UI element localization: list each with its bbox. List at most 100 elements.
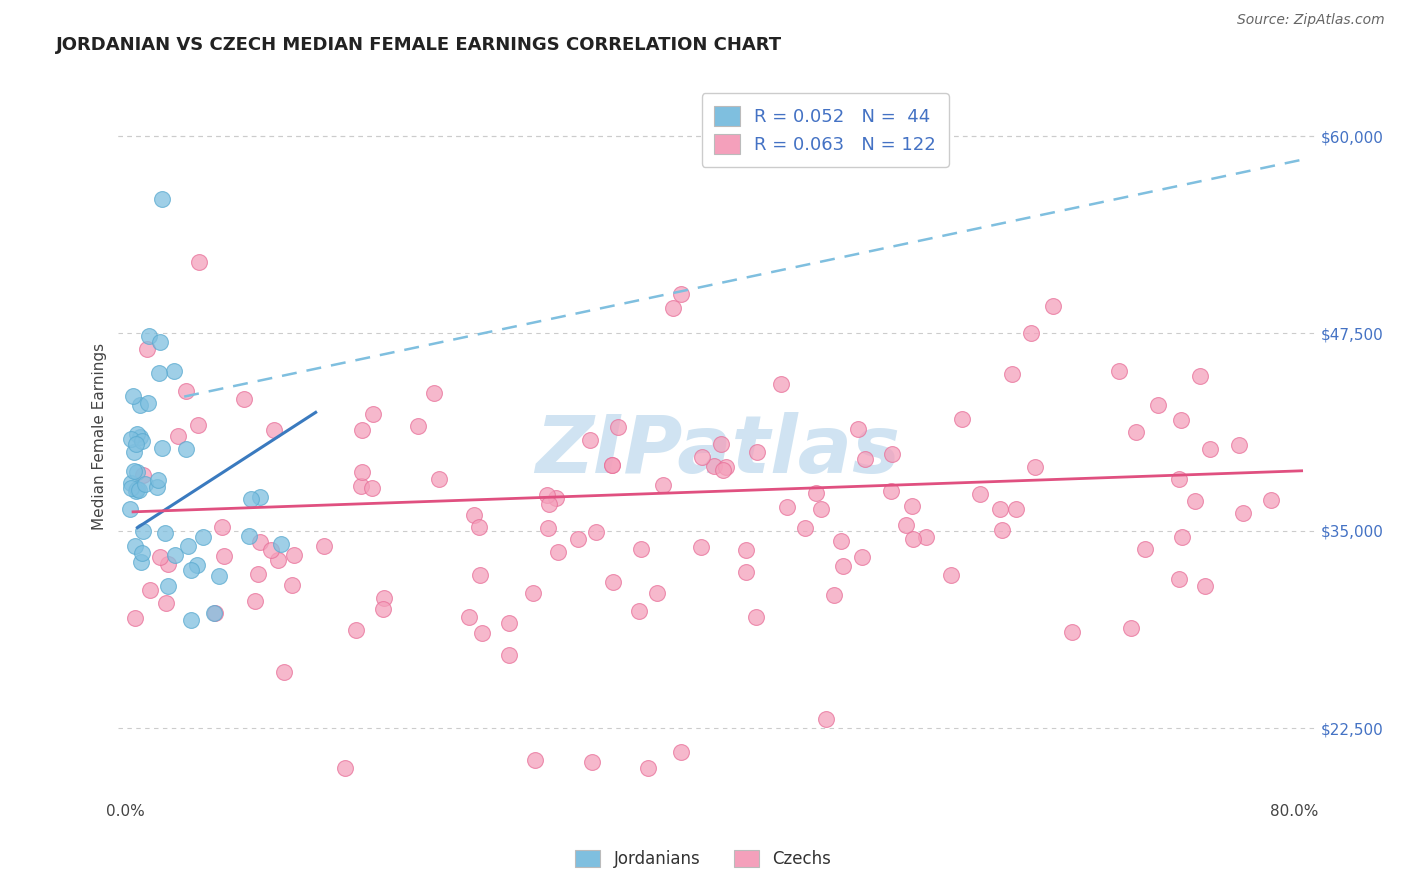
Point [1108, 364, 1130, 378]
Point [204, 606, 226, 620]
Point [523, 753, 546, 767]
Legend: Jordanians, Czechs: Jordanians, Czechs [568, 843, 838, 875]
Point [211, 520, 233, 534]
Point [1170, 413, 1192, 427]
Point [585, 524, 607, 539]
Point [124, 611, 146, 625]
Point [810, 501, 832, 516]
Point [547, 545, 569, 559]
Point [124, 539, 146, 553]
Point [690, 540, 713, 554]
Point [735, 565, 758, 579]
Point [536, 488, 558, 502]
Point [846, 421, 869, 435]
Y-axis label: Median Female Earnings: Median Female Earnings [93, 343, 107, 530]
Point [122, 464, 145, 478]
Point [131, 434, 153, 449]
Point [125, 482, 148, 496]
Point [423, 385, 446, 400]
Point [939, 568, 962, 582]
Point [1060, 625, 1083, 640]
Point [167, 429, 190, 443]
Point [627, 604, 650, 618]
Point [823, 588, 845, 602]
Point [333, 761, 356, 775]
Point [249, 534, 271, 549]
Point [361, 481, 384, 495]
Point [600, 458, 623, 472]
Point [146, 480, 169, 494]
Point [1260, 493, 1282, 508]
Point [1184, 494, 1206, 508]
Point [630, 541, 652, 556]
Point [458, 609, 481, 624]
Point [579, 434, 602, 448]
Point [804, 486, 827, 500]
Point [267, 552, 290, 566]
Point [177, 539, 200, 553]
Point [131, 546, 153, 560]
Point [468, 519, 491, 533]
Point [149, 334, 172, 349]
Point [471, 626, 494, 640]
Point [745, 445, 768, 459]
Point [602, 575, 624, 590]
Point [155, 596, 177, 610]
Point [1042, 299, 1064, 313]
Point [238, 528, 260, 542]
Point [246, 566, 269, 581]
Point [273, 665, 295, 680]
Point [128, 483, 150, 498]
Point [352, 465, 374, 479]
Point [373, 602, 395, 616]
Point [157, 557, 180, 571]
Point [153, 525, 176, 540]
Point [283, 548, 305, 562]
Point [600, 458, 623, 473]
Point [180, 613, 202, 627]
Point [661, 301, 683, 315]
Point [645, 586, 668, 600]
Point [914, 530, 936, 544]
Point [270, 537, 292, 551]
Point [148, 366, 170, 380]
Point [162, 364, 184, 378]
Point [212, 549, 235, 564]
Point [187, 417, 209, 432]
Point [150, 192, 173, 206]
Point [122, 389, 145, 403]
Point [191, 530, 214, 544]
Point [150, 441, 173, 455]
Point [498, 648, 520, 662]
Point [463, 508, 485, 522]
Point [174, 442, 197, 456]
Point [120, 501, 142, 516]
Point [1021, 326, 1043, 341]
Point [263, 423, 285, 437]
Point [794, 520, 817, 534]
Point [991, 523, 1014, 537]
Point [498, 616, 520, 631]
Point [204, 606, 226, 620]
Point [125, 483, 148, 498]
Point [187, 255, 209, 269]
Point [637, 761, 659, 775]
Point [134, 476, 156, 491]
Point [120, 432, 142, 446]
Point [901, 499, 924, 513]
Point [132, 467, 155, 482]
Point [122, 445, 145, 459]
Point [127, 426, 149, 441]
Point [468, 568, 491, 582]
Point [186, 558, 208, 572]
Point [714, 459, 737, 474]
Text: Source: ZipAtlas.com: Source: ZipAtlas.com [1237, 13, 1385, 28]
Point [128, 398, 150, 412]
Point [165, 548, 187, 562]
Point [132, 524, 155, 538]
Point [361, 407, 384, 421]
Point [901, 532, 924, 546]
Point [120, 475, 142, 490]
Point [1227, 438, 1250, 452]
Point [744, 610, 766, 624]
